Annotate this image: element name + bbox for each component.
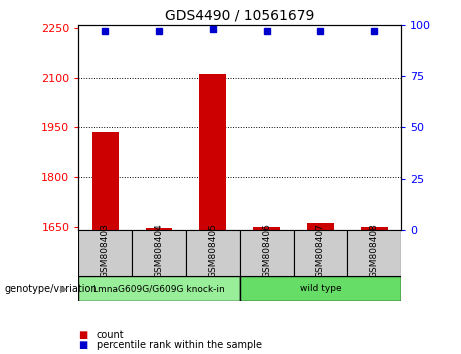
Bar: [294, 230, 347, 276]
Bar: [146, 228, 172, 230]
Text: GSM808406: GSM808406: [262, 223, 271, 278]
Bar: [307, 223, 334, 230]
Text: ▶: ▶: [60, 284, 67, 293]
Text: ■: ■: [78, 340, 88, 350]
Text: GSM808407: GSM808407: [316, 223, 325, 278]
Title: GDS4490 / 10561679: GDS4490 / 10561679: [165, 8, 314, 22]
Bar: [253, 228, 280, 230]
Bar: [347, 230, 401, 276]
Text: ■: ■: [78, 330, 88, 339]
Text: genotype/variation: genotype/variation: [5, 284, 97, 293]
Text: GSM808403: GSM808403: [101, 223, 110, 278]
Bar: [132, 230, 186, 276]
Text: GSM808408: GSM808408: [370, 223, 378, 278]
Text: count: count: [97, 330, 124, 339]
Bar: [361, 228, 388, 230]
Text: GSM808405: GSM808405: [208, 223, 217, 278]
Text: LmnaG609G/G609G knock-in: LmnaG609G/G609G knock-in: [93, 284, 225, 293]
Bar: [240, 276, 401, 301]
Bar: [199, 74, 226, 230]
Bar: [186, 230, 240, 276]
Bar: [240, 230, 294, 276]
Bar: [92, 132, 118, 230]
Bar: [78, 276, 240, 301]
Text: GSM808404: GSM808404: [154, 223, 164, 278]
Text: percentile rank within the sample: percentile rank within the sample: [97, 340, 262, 350]
Bar: [78, 230, 132, 276]
Text: wild type: wild type: [300, 284, 341, 293]
